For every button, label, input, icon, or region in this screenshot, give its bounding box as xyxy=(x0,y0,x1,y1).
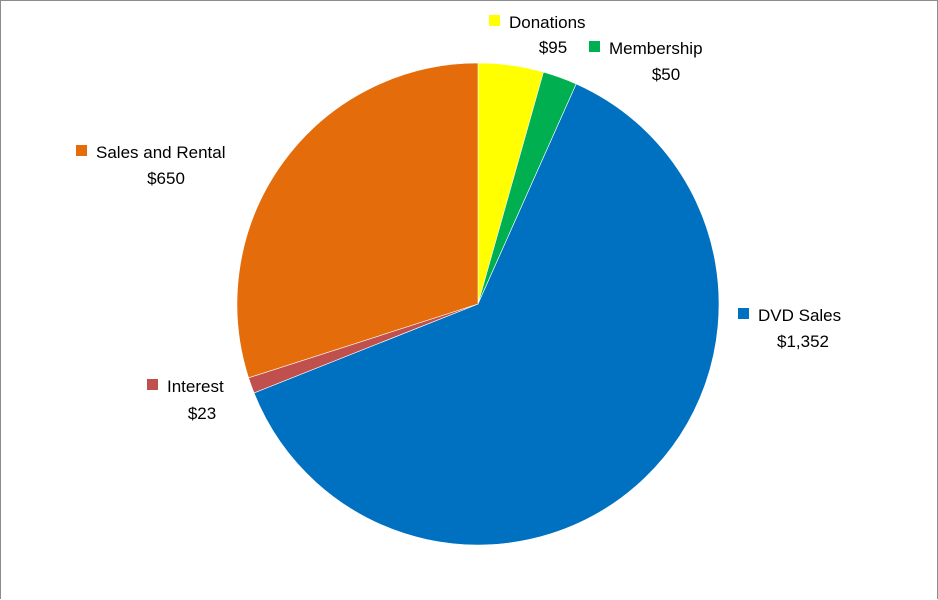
pie-slice-sales-and-rental xyxy=(236,62,479,379)
legend-key-donations xyxy=(489,15,500,26)
slice-category-label: Donations xyxy=(509,13,586,32)
slice-category-label: Interest xyxy=(167,377,224,396)
data-label-donations: Donations $95 xyxy=(489,13,586,57)
data-label-interest: Interest $23 xyxy=(147,377,224,423)
slice-category-label: Sales and Rental xyxy=(96,143,225,162)
legend-key-sales-and-rental xyxy=(76,145,87,156)
slice-value-label: $650 xyxy=(147,169,185,188)
legend-key-interest xyxy=(147,379,158,390)
data-labels: Donations $95 Membership $50 DVD Sales $1,352… xyxy=(76,13,841,423)
data-label-membership: Membership $50 xyxy=(589,39,703,84)
slice-value-label: $50 xyxy=(652,65,680,84)
slice-value-label: $23 xyxy=(188,404,216,423)
data-label-dvd-sales: DVD Sales $1,352 xyxy=(738,306,841,351)
slice-category-label: Membership xyxy=(609,39,703,58)
pie-slice-dvd-sales xyxy=(253,83,720,546)
data-label-sales-and-rental: Sales and Rental $650 xyxy=(76,143,225,188)
slice-category-label: DVD Sales xyxy=(758,306,841,325)
pie-slices xyxy=(236,62,720,546)
legend-key-dvd-sales xyxy=(738,308,749,319)
slice-value-label: $95 xyxy=(539,38,567,57)
legend-key-membership xyxy=(589,41,600,52)
slice-value-label: $1,352 xyxy=(777,332,829,351)
